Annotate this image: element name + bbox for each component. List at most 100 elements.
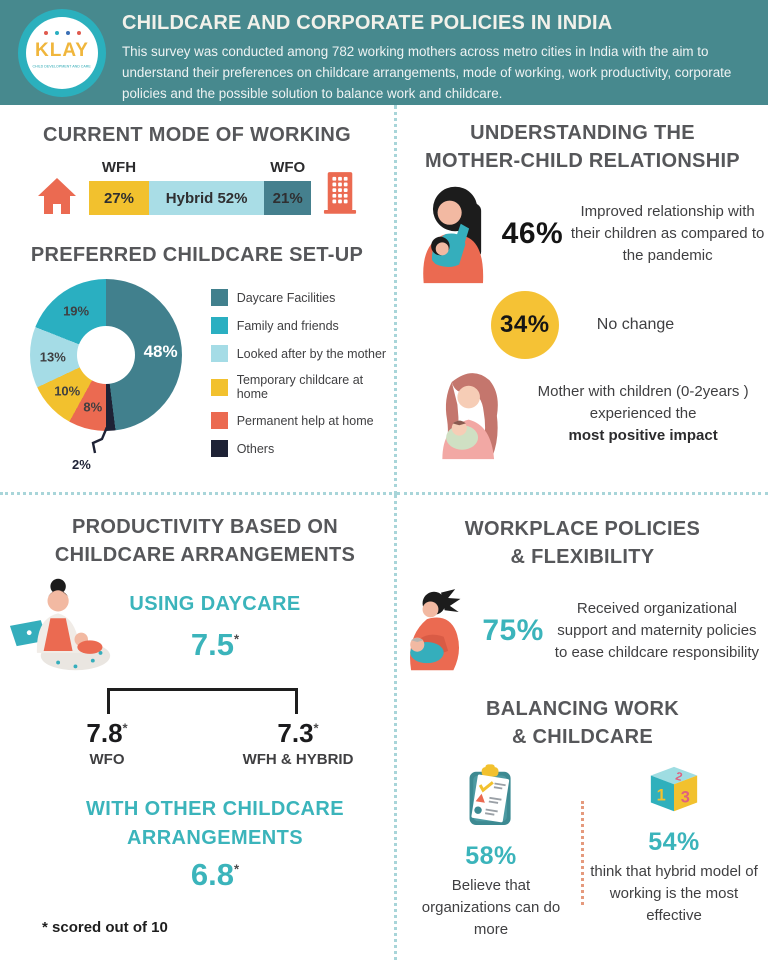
wfh-hybrid-score: 7.3* [277, 718, 319, 748]
mode-of-working-bar-chart: WFH WFO 27% Hybrid 52% 21% [89, 159, 311, 215]
stat-most-positive-impact: Mother with children (0-2years ) experie… [397, 367, 768, 461]
balancing-heading: BALANCING WORK & CHILDCARE [485, 698, 680, 748]
bar-segment-wfo: 21% [264, 181, 311, 215]
stat-hybrid-text: think that hybrid model of working is th… [590, 863, 758, 924]
daycare-score: 7.5* [190, 627, 240, 662]
stat-improved-text: Improved relationship with their childre… [570, 203, 765, 264]
donut-slice-label: 10% [54, 383, 81, 399]
stat-org-support-value: 75% [482, 614, 544, 647]
svg-text:3: 3 [681, 789, 690, 807]
stat-org-support-text: Received organizational support and mate… [554, 600, 760, 661]
klay-logo: KLAY CHILD DEVELOPMENT AND CARE [18, 9, 106, 97]
toy-block-icon: 2 1 3 [650, 766, 698, 812]
childcare-donut-row: 48% 8% 10% 13% 19% 2% Daycare Facilities Fami… [0, 279, 394, 479]
legend-item: Daycare Facilities [210, 289, 394, 306]
score-bracket [107, 688, 298, 714]
page-title: CHILDCARE AND CORPORATE POLICIES IN INDI… [122, 12, 613, 34]
donut-slice-label: 48% [143, 341, 178, 361]
logo-dots-decoration [43, 31, 81, 35]
legend-item: Temporary childcare at home [210, 373, 394, 401]
childcare-donut-chart: 48% 8% 10% 13% 19% [30, 279, 182, 431]
stat-mom-text: Mother with children (0-2years ) experie… [537, 383, 749, 444]
section-mode-of-working: CURRENT MODE OF WORKING WFH WFO 27% Hybrid… [0, 105, 397, 495]
mode-of-working-chart-row: WFH WFO 27% Hybrid 52% 21% [0, 159, 394, 215]
wfo-score-group: 7.8* WFO [47, 718, 167, 768]
bar-top-labels: WFH WFO [89, 159, 311, 177]
mother-cradling-baby-icon [410, 589, 461, 671]
stat-improved-relationship: 46% Improved relationship with their chi… [397, 181, 768, 287]
wfo-label: WFO [89, 751, 125, 768]
bar-category-label-wfh: WFH [101, 159, 137, 176]
donut-slice-label: 8% [83, 399, 103, 415]
logo-wordmark: KLAY [35, 40, 89, 61]
legend-label: Family and friends [236, 318, 339, 333]
stat-organizations-value: 58% [465, 842, 517, 870]
stat-hybrid-value: 54% [648, 828, 700, 856]
bar-segment-hybrid: Hybrid 52% [148, 181, 265, 215]
mode-of-working-heading: CURRENT MODE OF WORKING [43, 124, 351, 146]
wfo-score: 7.8* [86, 718, 128, 748]
stat-no-change: 34% No change [397, 291, 768, 359]
bar-segment-wfh: 27% [89, 181, 149, 215]
wfh-hybrid-label: WFH & HYBRID [242, 751, 354, 768]
legend-item: Permanent help at home [210, 412, 394, 429]
legend-label: Daycare Facilities [236, 290, 336, 305]
legend-swatch [210, 289, 228, 306]
logo-tagline: CHILD DEVELOPMENT AND CARE [32, 65, 92, 69]
dotted-divider [581, 801, 584, 905]
no-change-circle: 34% [490, 291, 559, 359]
wfh-hybrid-score-group: 7.3* WFH & HYBRID [228, 718, 368, 768]
other-childcare-score: 6.8* [190, 857, 240, 892]
mother-with-infant-icon [442, 373, 498, 460]
productivity-heading: PRODUCTIVITY BASED ON CHILDCARE ARRANGEM… [54, 516, 356, 566]
score-footnote: * scored out of 10 [42, 919, 168, 936]
svg-text:2: 2 [674, 771, 683, 784]
stat-organizations-text: Believe that organizations can do more [421, 877, 561, 938]
section-workplace-policies: WORKPLACE POLICIES & FLEXIBILITY 75% Rec… [397, 495, 768, 960]
header-text: CHILDCARE AND CORPORATE POLICIES IN INDI… [122, 12, 750, 104]
balancing-right-column: 2 1 3 54% think that hybrid model of wor… [590, 763, 758, 926]
donut-slice-label: 19% [63, 303, 90, 319]
legend-swatch [210, 317, 228, 334]
header: KLAY CHILD DEVELOPMENT AND CARE CHILDCAR… [0, 0, 768, 105]
legend-label: Permanent help at home [236, 413, 374, 428]
page-subtitle: This survey was conducted among 782 work… [122, 44, 732, 101]
callout-leader-line [91, 427, 109, 454]
stat-org-support: 75% Received organizational support and … [397, 587, 768, 675]
donut-hole [77, 326, 135, 384]
childcare-setup-heading: PREFERRED CHILDCARE SET-UP [30, 244, 364, 266]
legend-item: Looked after by the mother [210, 345, 394, 362]
mother-working-laptop-icon [9, 578, 111, 671]
stat-nochange-value: 34% [500, 311, 550, 338]
klay-logo-inner: KLAY CHILD DEVELOPMENT AND CARE [26, 17, 98, 89]
other-childcare-label: WITH OTHER CHILDCARE ARRANGEMENTS [86, 798, 344, 849]
workplace-heading: WORKPLACE POLICIES & FLEXIBILITY [464, 518, 701, 568]
legend-swatch [210, 378, 228, 396]
legend-swatch [210, 412, 228, 429]
using-daycare-label: USING DAYCARE [129, 593, 301, 615]
relationship-heading: UNDERSTANDING THE MOTHER-CHILD RELATIONS… [425, 122, 740, 172]
svg-text:1: 1 [657, 787, 666, 805]
legend-item: Family and friends [210, 317, 394, 334]
legend-label: Looked after by the mother [236, 346, 387, 361]
office-building-icon [323, 172, 357, 214]
donut-callout-label: 2% [72, 457, 91, 472]
mother-holding-baby-icon [423, 186, 484, 284]
content-grid: CURRENT MODE OF WORKING WFH WFO 27% Hybrid… [0, 105, 768, 960]
legend-swatch [210, 345, 228, 362]
section-productivity: PRODUCTIVITY BASED ON CHILDCARE ARRANGEM… [0, 495, 397, 960]
legend-label: Others [236, 441, 275, 456]
bar-category-label-wfo: WFO [270, 159, 306, 176]
legend-swatch [210, 440, 228, 457]
donut-slice-label: 13% [39, 349, 66, 365]
balancing-columns: 58% Believe that organizations can do mo… [397, 763, 768, 940]
legend-item: Others [210, 440, 394, 457]
legend-label: Temporary childcare at home [236, 373, 364, 401]
stat-nochange-text: No change [596, 316, 675, 333]
donut-legend: Daycare Facilities Family and friends Look… [210, 289, 394, 479]
clipboard-checklist-icon [469, 764, 511, 825]
section-mother-child-relationship: UNDERSTANDING THE MOTHER-CHILD RELATIONS… [397, 105, 768, 495]
house-icon [38, 178, 76, 214]
balancing-left-column: 58% Believe that organizations can do mo… [407, 763, 575, 940]
